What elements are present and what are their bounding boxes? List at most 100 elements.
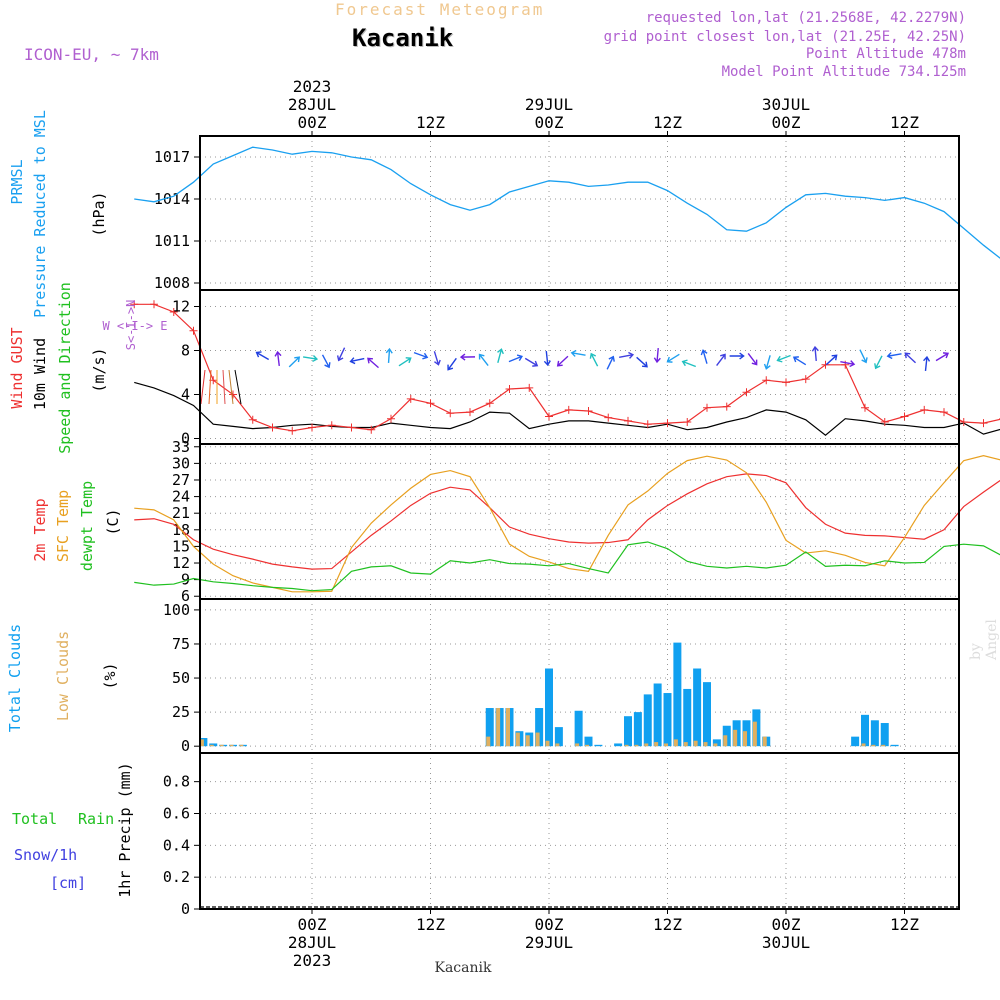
gust-point xyxy=(624,416,632,425)
low-cloud-bar xyxy=(219,744,224,747)
station-title: Kacanik xyxy=(352,24,454,52)
wind-direction-arrow-icon xyxy=(874,355,883,370)
wind-direction-arrow-icon xyxy=(478,353,489,366)
wind-direction-arrow-icon xyxy=(716,353,726,367)
gust-point xyxy=(821,360,830,369)
wind-unit: (m/s) xyxy=(90,347,108,392)
time-tick-label-top: 00Z xyxy=(535,113,564,132)
model-point-altitude: Model Point Altitude 734.125m xyxy=(721,64,966,80)
wind-direction-arrow-icon xyxy=(367,357,379,369)
total-cloud-bar xyxy=(653,683,662,747)
y-tick-label: 0.2 xyxy=(163,868,190,886)
total-cloud-bar xyxy=(861,714,869,747)
wind-direction-arrow-icon xyxy=(653,347,661,364)
wind-direction-arrow-icon xyxy=(840,360,856,368)
y-tick-label: 33 xyxy=(172,438,190,456)
gust-point xyxy=(703,403,711,412)
y-tick-label: 1008 xyxy=(154,274,190,292)
y-tick-label: 1017 xyxy=(154,148,190,166)
total-cloud-bar xyxy=(673,642,682,747)
gust-point xyxy=(545,412,553,421)
low-cloud-bar xyxy=(871,744,876,747)
arrow-shape xyxy=(433,351,441,366)
pressure-label: Pressure Reduced to MSL xyxy=(31,110,49,318)
total-rain-label: Total xyxy=(12,810,57,828)
wind-direction-arrow-icon xyxy=(776,354,791,363)
total-cloud-bar xyxy=(880,723,889,747)
wind-direction-arrow-icon xyxy=(413,351,429,360)
time-tick-label-top: 00Z xyxy=(298,113,327,132)
low-cloud-bar xyxy=(486,736,491,747)
y-tick-label: 12 xyxy=(172,298,190,316)
low-cloud-bar xyxy=(199,739,204,747)
wind-direction-arrow-icon xyxy=(288,356,301,368)
low-cloud-bar xyxy=(644,743,649,747)
total-cloud-bar xyxy=(663,693,672,747)
wind-barb xyxy=(222,369,226,405)
y-tick-label: 12 xyxy=(172,554,190,572)
gust-point xyxy=(940,408,948,417)
time-tick-label-bottom: 12Z xyxy=(890,915,919,934)
panel-frame xyxy=(199,135,960,291)
arrow-shape xyxy=(336,347,346,362)
gust-point xyxy=(663,419,672,428)
wind-barb xyxy=(228,369,234,405)
low-cloud-bar xyxy=(762,736,767,747)
low-cloud-bar xyxy=(535,732,540,747)
day-label-top: 29JUL xyxy=(525,95,573,114)
arrow-shape xyxy=(763,355,771,370)
wind-gust-label: Wind GUST xyxy=(8,327,26,408)
y-tick-label: 100 xyxy=(163,601,190,619)
time-tick-label-top: 12Z xyxy=(416,113,445,132)
total-cloud-bar xyxy=(614,743,623,747)
wind-direction-arrow-icon xyxy=(729,352,745,360)
arrow-shape xyxy=(776,354,791,363)
wind-direction-label: Speed and Direction xyxy=(56,282,74,454)
compass-ns: S<-I->N xyxy=(124,300,138,351)
low-cloud-bar xyxy=(525,735,530,747)
total-cloud-bar xyxy=(554,727,563,747)
day-label-bottom: 30JUL xyxy=(762,933,810,952)
sfc-temp-line xyxy=(134,455,1000,593)
low-cloud-bar xyxy=(713,743,718,747)
total-cloud-bar xyxy=(870,720,879,747)
total-cloud-bar xyxy=(584,736,593,747)
arrow-shape xyxy=(349,357,365,365)
gust-point xyxy=(880,418,889,426)
low-cloud-bar xyxy=(634,744,639,747)
wind-direction-arrow-icon xyxy=(935,352,950,362)
wind-barb xyxy=(200,369,206,405)
gust-point xyxy=(367,425,376,434)
wind-direction-arrow-icon xyxy=(619,351,635,359)
arrow-shape xyxy=(886,352,902,360)
gust-point xyxy=(327,421,336,430)
requested-location: requested lon,lat (21.2568E, 42.2279N) xyxy=(645,10,966,26)
low-cloud-bar xyxy=(496,708,501,747)
arrow-shape xyxy=(935,352,950,362)
total-cloud-bar xyxy=(574,710,583,747)
pressure-unit: (hPa) xyxy=(90,191,108,236)
y-tick-label: 27 xyxy=(172,471,190,489)
wind-direction-arrow-icon xyxy=(398,357,412,367)
low-cloud-bar xyxy=(545,740,550,747)
gust-point xyxy=(742,388,751,397)
y-tick-label: 75 xyxy=(172,635,190,653)
dewpt-label: dewpt Temp xyxy=(78,481,96,571)
total-cloud-bar xyxy=(545,668,553,747)
arrow-shape xyxy=(904,352,917,364)
low-cloud-bar xyxy=(683,742,688,747)
arrow-shape xyxy=(303,355,319,363)
total-cloud-bar xyxy=(624,716,632,747)
wind-direction-arrow-icon xyxy=(636,356,648,368)
total-cloud-bar xyxy=(633,712,642,747)
arrow-shape xyxy=(653,347,661,364)
chart-subtitle: Forecast Meteogram xyxy=(335,0,545,19)
temp-2m-line xyxy=(134,473,1000,570)
wind-barb xyxy=(234,369,242,405)
y-tick-label: 0.8 xyxy=(163,773,190,791)
gust-point xyxy=(920,405,929,414)
arrow-shape xyxy=(413,351,429,360)
arrow-shape xyxy=(606,355,615,370)
arrow-shape xyxy=(459,353,476,361)
gust-point xyxy=(979,419,988,428)
